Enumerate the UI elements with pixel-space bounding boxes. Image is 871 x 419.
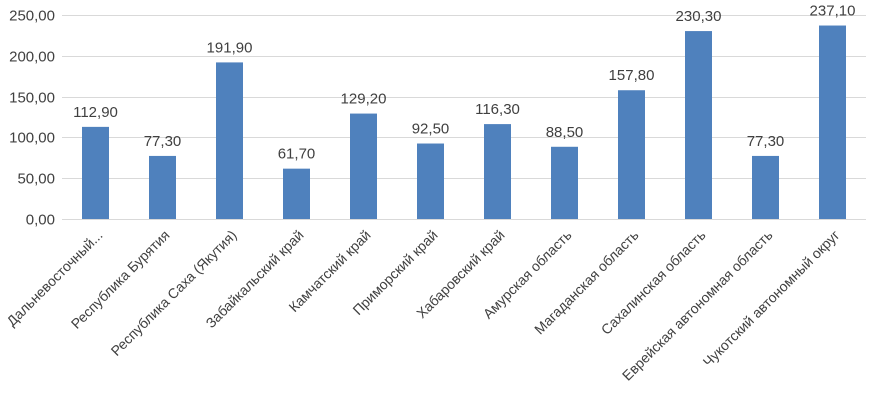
data-label: 92,50 — [412, 121, 450, 138]
bar — [216, 62, 243, 219]
data-label: 116,30 — [475, 101, 520, 118]
category-label: Республика Саха (Якутия) — [108, 227, 240, 359]
data-label: 61,70 — [278, 146, 316, 163]
bar — [350, 113, 377, 219]
y-tick-label: 150,00 — [9, 90, 55, 107]
data-label: 77,30 — [144, 133, 182, 150]
bar — [82, 126, 109, 219]
y-tick-label: 200,00 — [9, 49, 55, 66]
bar — [685, 31, 712, 220]
data-label: 112,90 — [73, 104, 118, 121]
data-label: 88,50 — [546, 124, 584, 141]
bar — [752, 155, 779, 219]
bar-series — [82, 25, 846, 220]
data-label: 237,10 — [810, 3, 856, 20]
category-label: Чукотский автономный округ — [700, 227, 843, 370]
data-label: 157,80 — [609, 67, 655, 84]
data-label: 129,20 — [341, 91, 387, 108]
bar — [149, 155, 176, 219]
bar — [551, 146, 578, 219]
y-axis-tick-labels: 0,00 50,00 100,00 150,00 200,00 250,00 — [9, 8, 55, 229]
data-label: 77,30 — [747, 133, 785, 150]
data-labels: 112,90 77,30 191,90 61,70 129,20 92,50 116,30 8… — [73, 3, 855, 163]
y-tick-label: 50,00 — [17, 171, 55, 188]
y-tick-label: 250,00 — [9, 8, 55, 25]
bar — [819, 25, 846, 220]
y-tick-label: 100,00 — [9, 130, 55, 147]
bar — [283, 168, 310, 219]
gridlines — [62, 15, 866, 220]
bar — [484, 124, 511, 219]
data-label: 191,90 — [207, 39, 253, 56]
y-tick-label: 0,00 — [26, 212, 55, 229]
bar — [417, 143, 444, 219]
x-axis-category-labels: Дальневосточный...Республика БурятияРесп… — [3, 227, 842, 384]
data-label: 230,30 — [676, 8, 722, 25]
bar — [618, 90, 645, 219]
